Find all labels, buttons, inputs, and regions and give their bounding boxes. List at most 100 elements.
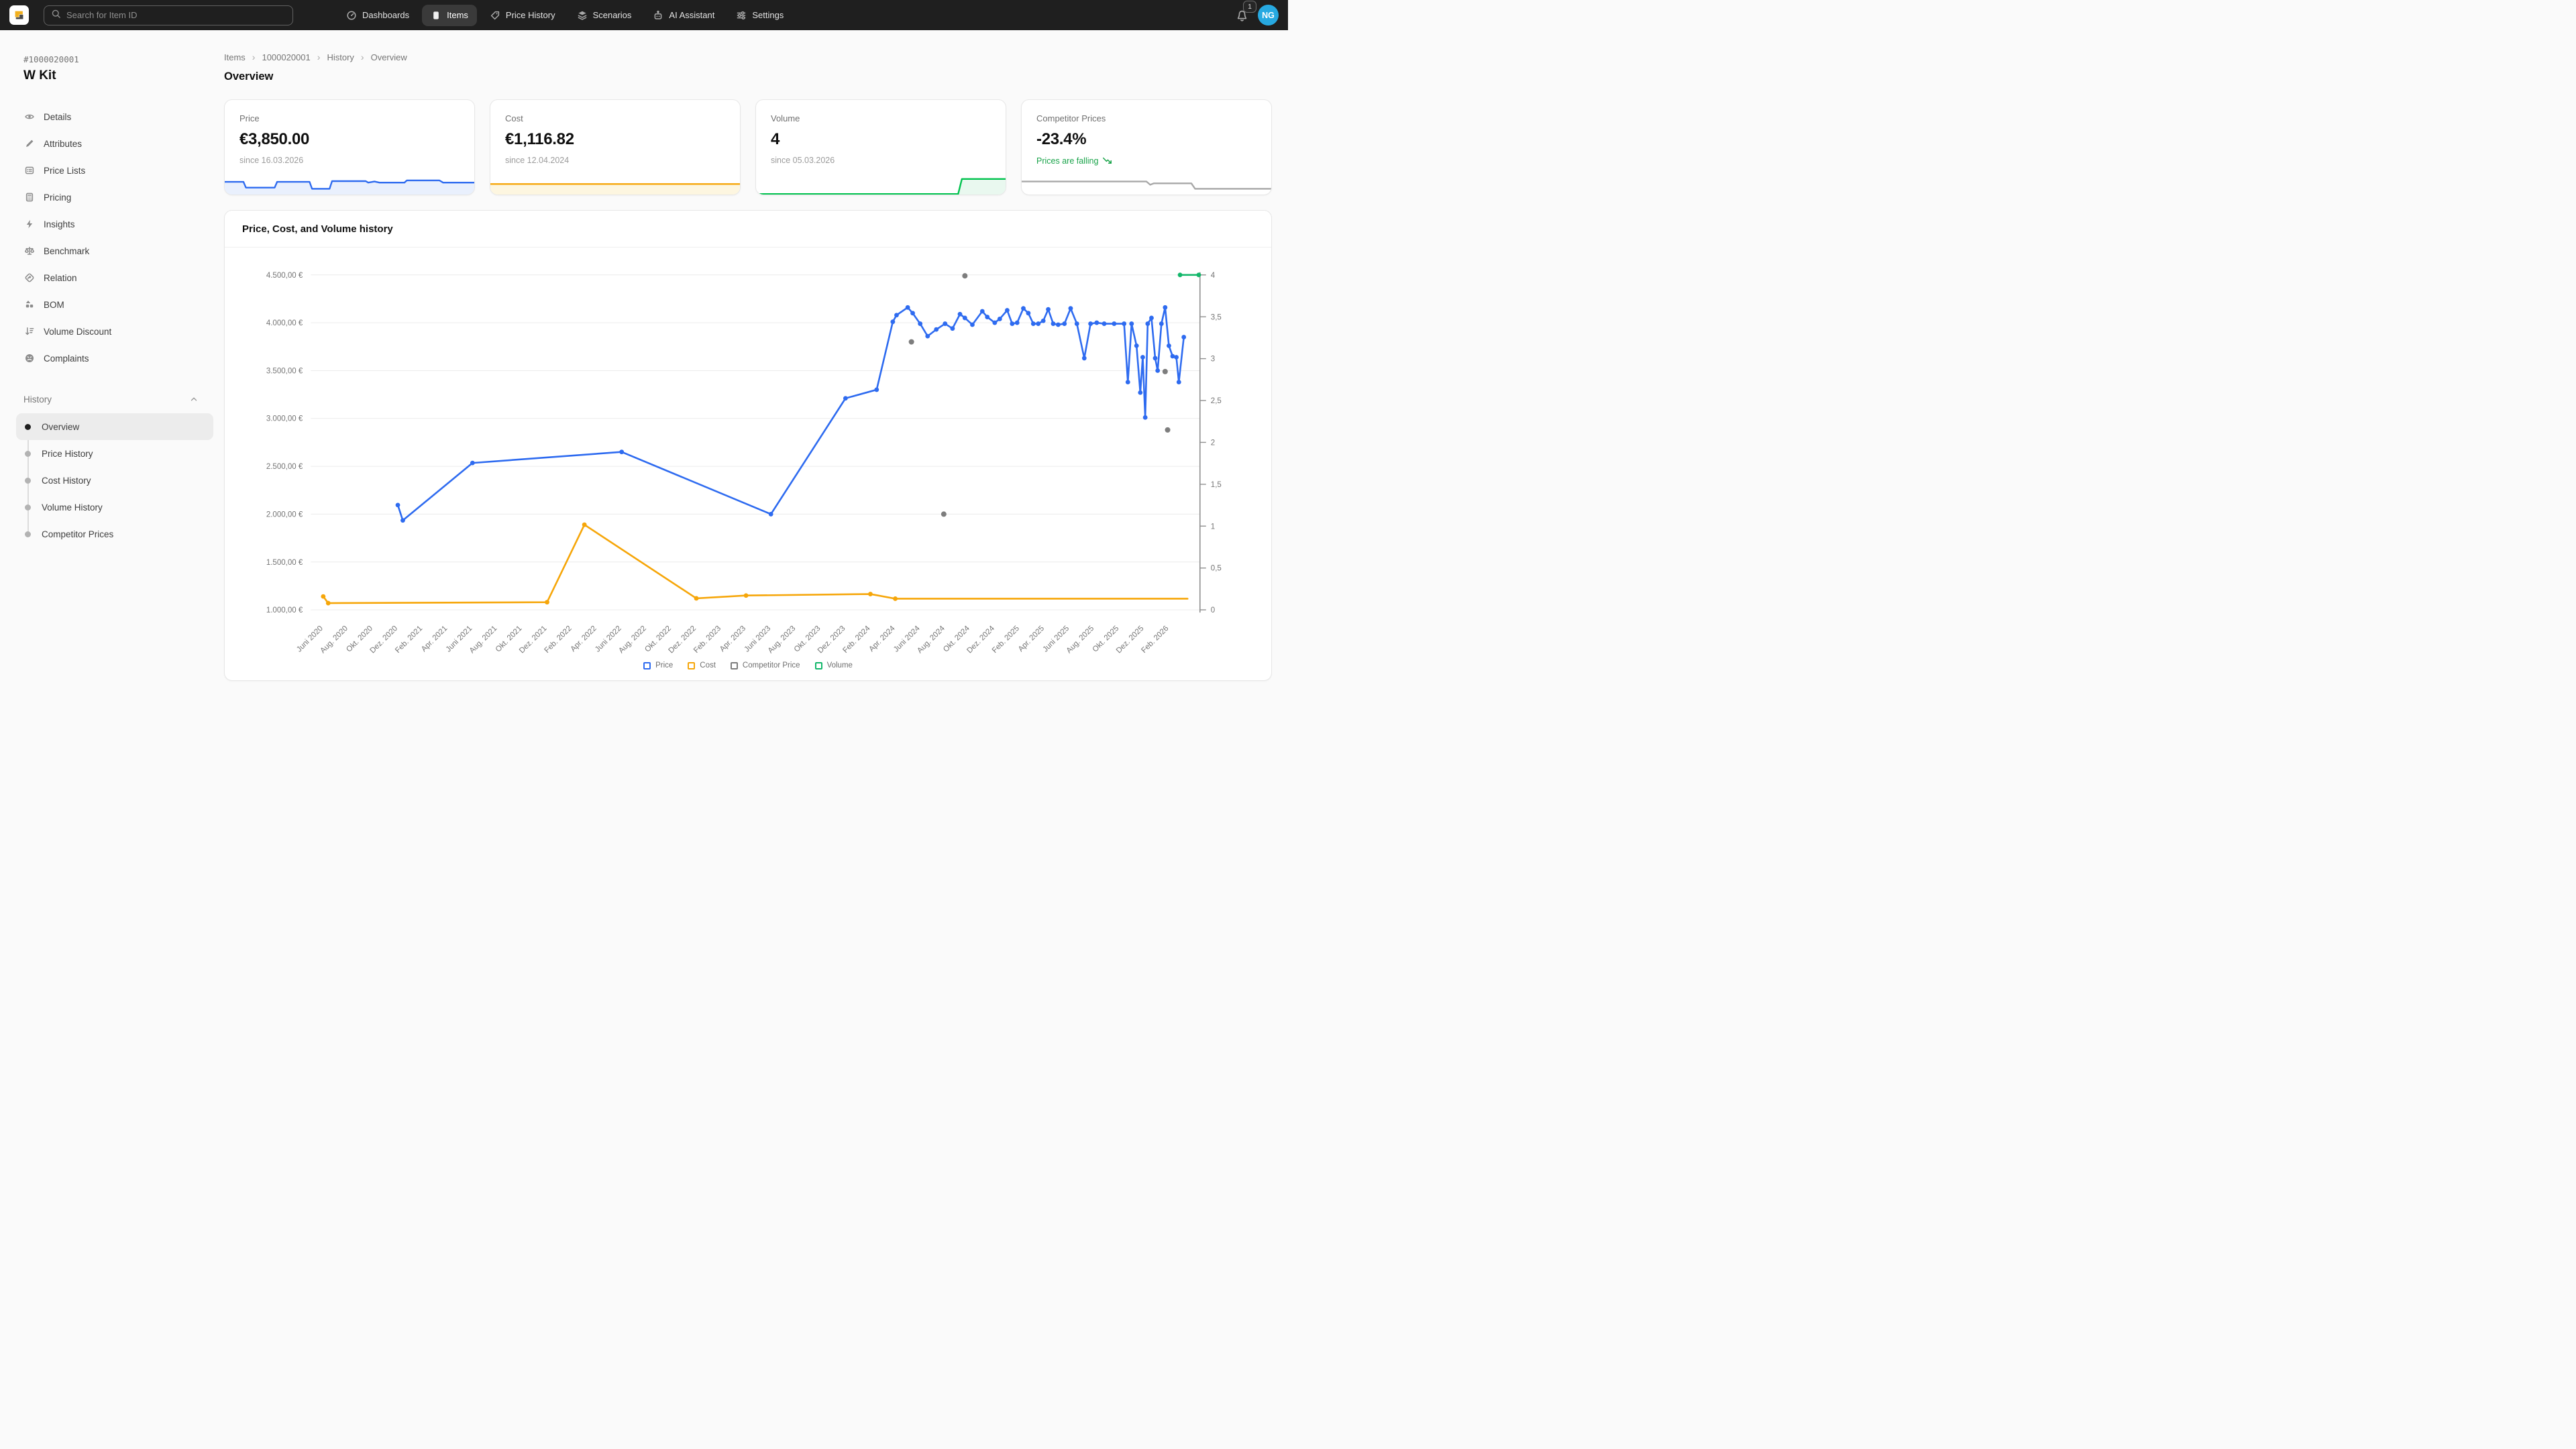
box-icon <box>431 10 441 21</box>
breadcrumb-separator-icon: › <box>317 52 321 62</box>
sidebar-item-label: Benchmark <box>44 246 90 256</box>
data-point <box>943 321 948 326</box>
nav-item-items[interactable]: Items <box>422 4 477 26</box>
item-name: W Kit <box>23 68 56 83</box>
sidebar-item-price-lists[interactable]: Price Lists <box>23 157 216 184</box>
y-axis-right-label: 3,5 <box>1211 313 1222 321</box>
top-navbar: Dashboards Items Price History Scenarios… <box>0 0 1288 30</box>
data-point <box>400 518 405 523</box>
y-axis-right-label: 0 <box>1211 606 1215 614</box>
avatar[interactable]: NG <box>1258 5 1279 25</box>
item-search-box <box>44 5 293 25</box>
sliders-icon <box>736 10 747 21</box>
kpi-card-competitor-prices[interactable]: Competitor Prices -23.4% Prices are fall… <box>1021 99 1272 195</box>
history-item-label: Cost History <box>42 475 91 486</box>
history-item-label: Competitor Prices <box>42 529 114 539</box>
sidebar-item-volume-discount[interactable]: Volume Discount <box>23 318 216 345</box>
data-point <box>1005 308 1010 313</box>
legend-item-volume[interactable]: Volume <box>814 661 853 669</box>
kpi-subtitle: Prices are falling <box>1036 156 1099 166</box>
data-point <box>1129 321 1134 326</box>
data-point <box>970 322 975 327</box>
legend-item-competitor-price[interactable]: Competitor Price <box>730 661 800 669</box>
data-point <box>894 313 899 318</box>
sidebar-item-label: Details <box>44 111 72 122</box>
y-axis-right-label: 1,5 <box>1211 481 1222 489</box>
kpi-title: Competitor Prices <box>1036 113 1106 123</box>
sidebar-item-insights[interactable]: Insights <box>23 211 216 237</box>
kpi-value: 4 <box>771 130 780 148</box>
sidebar-item-pricing[interactable]: Pricing <box>23 184 216 211</box>
nav-item-label: Settings <box>752 10 784 20</box>
x-axis-label: Feb. 2025 <box>991 625 1021 655</box>
history-chart-card: Price, Cost, and Volume history 4.500,00… <box>224 210 1272 681</box>
nav-item-settings[interactable]: Settings <box>727 5 792 26</box>
sidebar-section-history[interactable]: History <box>23 389 216 409</box>
data-point <box>1051 321 1056 326</box>
chart-legend: Price Cost Competitor Price Volume <box>225 661 1271 680</box>
nav-item-price-history[interactable]: Price History <box>481 5 564 26</box>
kpi-card-price[interactable]: Price €3,850.00 since 16.03.2026 <box>224 99 475 195</box>
bullet-dot-icon <box>25 504 31 511</box>
notifications-button[interactable]: 1 <box>1236 0 1256 25</box>
history-item-overview[interactable]: Overview <box>16 413 213 440</box>
sidebar-item-complaints[interactable]: Complaints <box>23 345 216 372</box>
data-point <box>743 593 749 598</box>
history-item-label: Volume History <box>42 502 103 513</box>
item-id: #1000020001 <box>23 54 79 64</box>
kpi-card-cost[interactable]: Cost €1,116.82 since 12.04.2024 <box>490 99 741 195</box>
chart-plot-area[interactable]: 4.500,00 € 4.000,00 € 3.500,00 € 3.000,00 €… <box>225 248 1271 661</box>
sidebar-item-label: Volume Discount <box>44 326 112 337</box>
kpi-card-volume[interactable]: Volume 4 since 05.03.2026 <box>755 99 1006 195</box>
nav-item-ai-assistant[interactable]: AI Assistant <box>644 5 723 26</box>
kpi-subtitle: since 05.03.2026 <box>771 156 835 165</box>
history-item-label: Overview <box>42 421 80 432</box>
sidebar-item-label: BOM <box>44 299 64 310</box>
data-point <box>1163 305 1168 310</box>
nav-item-scenarios[interactable]: Scenarios <box>568 5 641 26</box>
notification-badge: 1 <box>1243 0 1256 13</box>
kpi-value: €1,116.82 <box>505 130 574 148</box>
data-point <box>1036 321 1041 326</box>
data-point <box>1149 315 1154 321</box>
data-point <box>957 311 963 317</box>
breadcrumb-item[interactable]: History <box>327 52 354 62</box>
history-item-cost-history[interactable]: Cost History <box>16 467 213 494</box>
data-point <box>470 460 475 466</box>
sidebar-item-relation[interactable]: Relation <box>23 264 216 291</box>
app-logo[interactable] <box>9 5 29 25</box>
sidebar-item-details[interactable]: Details <box>23 103 216 130</box>
nav-item-label: Items <box>447 10 468 20</box>
chart-title: Price, Cost, and Volume history <box>242 223 393 235</box>
sidebar-item-benchmark[interactable]: Benchmark <box>23 237 216 264</box>
scales-icon <box>23 246 35 256</box>
legend-swatch <box>688 661 696 669</box>
data-point <box>1102 321 1107 326</box>
data-point <box>1088 321 1093 326</box>
data-point <box>934 327 939 332</box>
breadcrumb-item[interactable]: Items <box>224 52 246 62</box>
data-point <box>985 315 990 319</box>
relation-icon <box>23 272 35 283</box>
history-item-volume-history[interactable]: Volume History <box>16 494 213 521</box>
history-item-competitor-prices[interactable]: Competitor Prices <box>16 521 213 547</box>
y-axis-right-label: 4 <box>1211 272 1216 280</box>
legend-item-cost[interactable]: Cost <box>688 661 716 669</box>
legend-item-price[interactable]: Price <box>643 661 673 669</box>
sidebar-item-attributes[interactable]: Attributes <box>23 130 216 157</box>
search-icon <box>51 9 61 22</box>
history-item-price-history[interactable]: Price History <box>16 440 213 467</box>
data-point <box>1062 321 1067 326</box>
sidebar-item-bom[interactable]: BOM <box>23 291 216 318</box>
search-input[interactable] <box>66 10 286 20</box>
nav-item-dashboards[interactable]: Dashboards <box>337 5 418 26</box>
y-axis-left-label: 2.500,00 € <box>266 463 303 471</box>
kpi-sparkline <box>490 183 740 195</box>
data-point <box>1134 343 1139 348</box>
kpi-title: Price <box>239 113 260 123</box>
breadcrumb-item[interactable]: 1000020001 <box>262 52 311 62</box>
data-point <box>868 592 873 596</box>
legend-label: Cost <box>700 661 716 669</box>
breadcrumb-item[interactable]: Overview <box>370 52 407 62</box>
kpi-sparkline <box>1022 180 1271 190</box>
